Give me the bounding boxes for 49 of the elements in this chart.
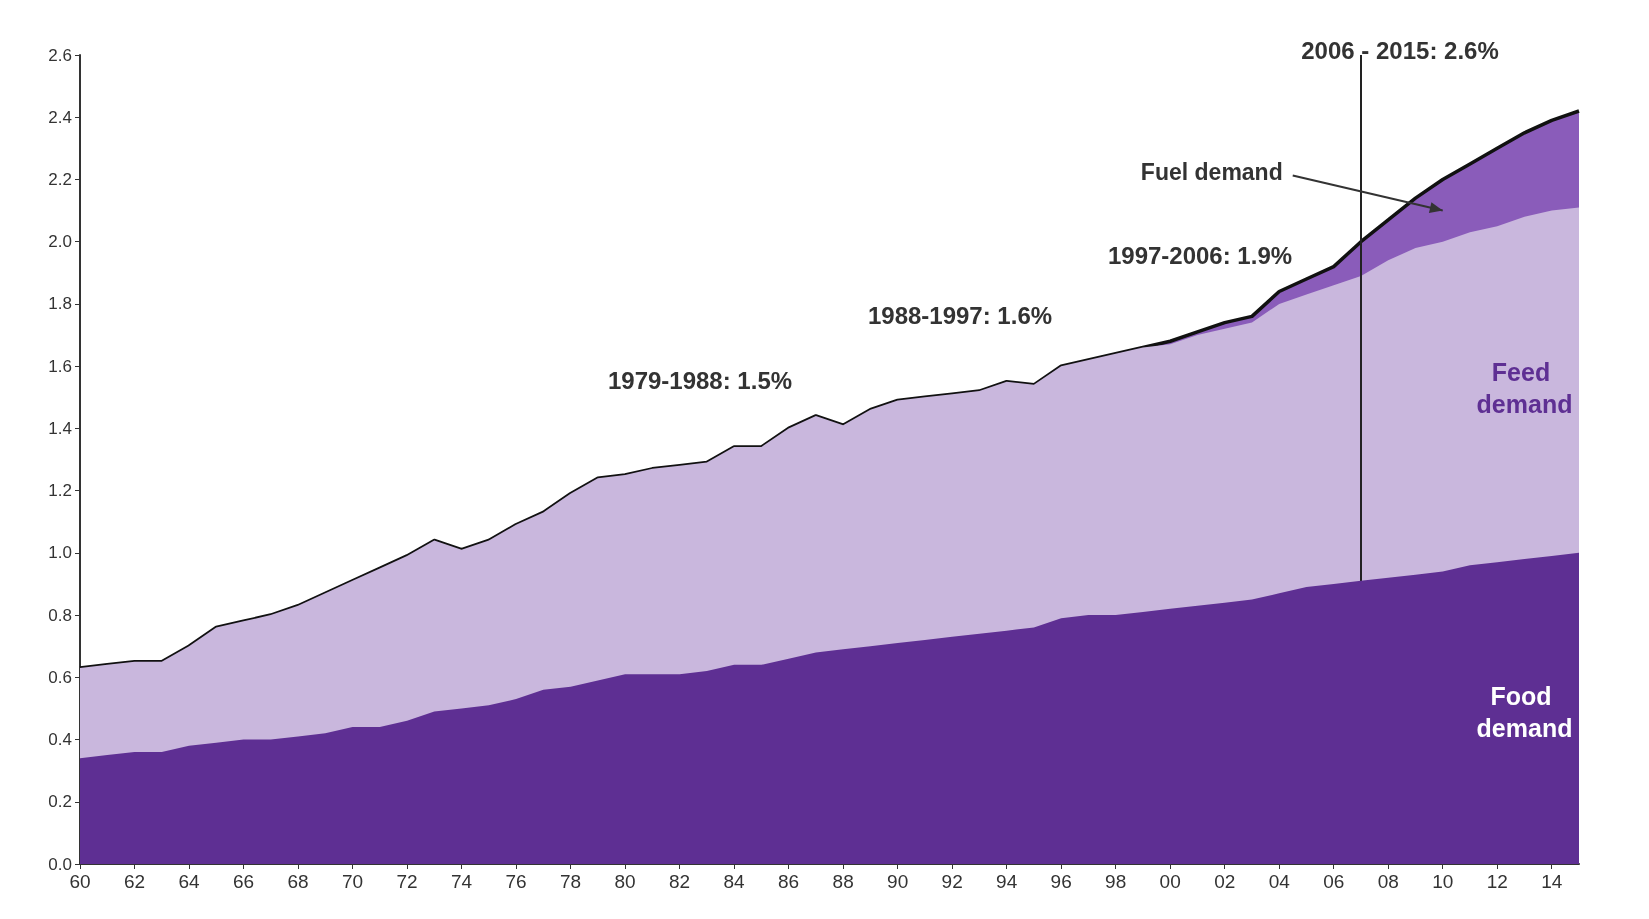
annotation: 1979-1988: 1.5% xyxy=(607,366,793,394)
x-tick-label: 88 xyxy=(832,871,854,892)
x-tick-label: 66 xyxy=(232,871,255,892)
y-tick-label: 2.0 xyxy=(48,232,72,252)
x-tick-label: 68 xyxy=(287,871,309,892)
x-tick-label: 98 xyxy=(1105,871,1127,892)
series-label: Food demand xyxy=(1476,681,1573,742)
x-tick-label: 02 xyxy=(1214,871,1236,892)
x-tick-label: 74 xyxy=(450,871,473,892)
y-tick-label: 0.4 xyxy=(48,730,72,750)
x-tick-label: 70 xyxy=(341,871,364,892)
x-tick-label: 10 xyxy=(1432,871,1454,892)
x-tick-label: 00 xyxy=(1159,871,1181,892)
x-tick-label: 64 xyxy=(178,871,201,892)
x-tick-label: 12 xyxy=(1486,871,1508,892)
x-tick-label: 60 xyxy=(69,871,91,892)
x-tick-label: 06 xyxy=(1323,871,1345,892)
x-tick-label: 72 xyxy=(396,871,418,892)
y-tick-label: 2.4 xyxy=(48,107,72,127)
x-tick-label: 80 xyxy=(614,871,636,892)
x-tick-label: 92 xyxy=(941,871,963,892)
y-tick-label: 0.6 xyxy=(48,667,72,687)
x-tick-label: 96 xyxy=(1050,871,1072,892)
y-tick-label: 1.6 xyxy=(48,356,72,376)
x-tick-label: 08 xyxy=(1377,871,1399,892)
y-tick-label: 1.2 xyxy=(48,481,72,501)
annotation: 2006 - 2015: 2.6% xyxy=(1301,36,1499,64)
x-tick-label: 94 xyxy=(996,871,1018,892)
x-tick-label: 90 xyxy=(887,871,909,892)
x-tick-label: 82 xyxy=(669,871,691,892)
y-tick-label: 1.0 xyxy=(48,543,72,563)
annotation: 1988-1997: 1.6% xyxy=(867,301,1053,329)
y-tick-label: 0.2 xyxy=(48,792,72,812)
y-tick-label: 1.4 xyxy=(48,418,72,438)
x-tick-label: 84 xyxy=(723,871,746,892)
x-tick-label: 78 xyxy=(560,871,582,892)
x-tick-label: 14 xyxy=(1541,871,1563,892)
series-label: Feed demand xyxy=(1476,357,1573,418)
x-tick-label: 86 xyxy=(778,871,800,892)
y-tick-label: 0.8 xyxy=(48,605,72,625)
x-tick-label: 04 xyxy=(1268,871,1291,892)
y-tick-label: 2.6 xyxy=(48,45,72,65)
annotation: 1997-2006: 1.9% xyxy=(1107,241,1293,269)
y-tick-label: 0.0 xyxy=(48,854,72,874)
text: Fuel demand xyxy=(1140,158,1283,185)
x-tick-label: 62 xyxy=(123,871,146,892)
x-tick-label: 76 xyxy=(505,871,527,892)
y-tick-label: 1.8 xyxy=(48,294,72,314)
y-tick-label: 2.2 xyxy=(48,169,72,189)
